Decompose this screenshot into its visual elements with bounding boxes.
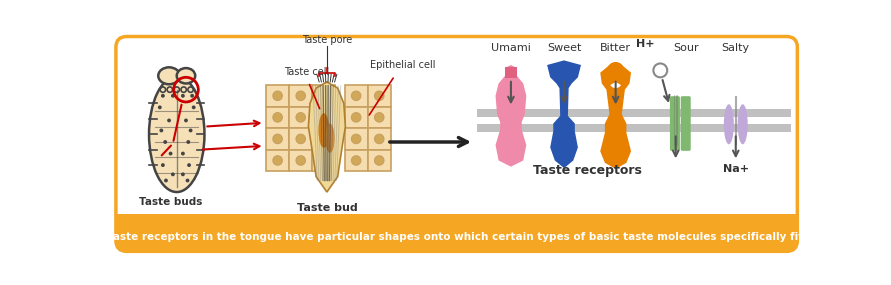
Circle shape (607, 62, 624, 79)
FancyBboxPatch shape (266, 128, 290, 150)
Text: Taste receptors: Taste receptors (533, 164, 642, 177)
FancyBboxPatch shape (290, 85, 312, 107)
Circle shape (296, 113, 306, 122)
Text: Salty: Salty (722, 43, 750, 54)
Circle shape (164, 179, 168, 182)
Circle shape (168, 119, 171, 122)
FancyBboxPatch shape (368, 150, 391, 171)
Circle shape (185, 179, 190, 182)
Circle shape (296, 134, 306, 144)
Circle shape (319, 91, 329, 101)
Ellipse shape (738, 104, 748, 144)
FancyBboxPatch shape (290, 128, 312, 150)
Text: Bitter: Bitter (601, 43, 631, 54)
FancyBboxPatch shape (116, 36, 797, 251)
Circle shape (186, 140, 190, 144)
FancyBboxPatch shape (368, 85, 391, 107)
Circle shape (273, 113, 282, 122)
Circle shape (168, 152, 173, 156)
Circle shape (181, 94, 184, 98)
FancyBboxPatch shape (345, 107, 368, 128)
Circle shape (189, 129, 192, 132)
FancyBboxPatch shape (266, 85, 290, 107)
Circle shape (161, 94, 165, 98)
Circle shape (653, 64, 667, 77)
Circle shape (192, 105, 196, 109)
Text: Sour: Sour (674, 43, 699, 54)
Circle shape (159, 129, 163, 132)
Circle shape (158, 105, 162, 109)
Text: Taste cell: Taste cell (284, 67, 330, 77)
Polygon shape (495, 65, 527, 167)
Bar (477, 124, 791, 132)
FancyBboxPatch shape (345, 128, 368, 150)
Ellipse shape (318, 113, 329, 148)
Bar (116, 214, 797, 228)
Text: Sweet: Sweet (547, 43, 581, 54)
Ellipse shape (325, 123, 335, 153)
Wedge shape (506, 73, 516, 78)
Circle shape (190, 94, 194, 98)
FancyBboxPatch shape (368, 128, 391, 150)
Circle shape (351, 156, 361, 165)
Circle shape (163, 140, 168, 144)
Circle shape (374, 91, 384, 101)
Polygon shape (308, 82, 346, 192)
Ellipse shape (723, 104, 734, 144)
Circle shape (273, 156, 282, 165)
Circle shape (351, 134, 361, 144)
FancyBboxPatch shape (681, 96, 691, 151)
Polygon shape (601, 62, 631, 169)
FancyBboxPatch shape (290, 107, 312, 128)
Circle shape (181, 152, 184, 156)
FancyBboxPatch shape (345, 150, 368, 171)
FancyBboxPatch shape (670, 96, 680, 151)
Circle shape (319, 156, 329, 165)
FancyBboxPatch shape (116, 217, 797, 251)
Text: Epithelial cell: Epithelial cell (370, 60, 435, 70)
Text: Umami: Umami (491, 43, 531, 54)
Ellipse shape (149, 77, 204, 192)
FancyBboxPatch shape (266, 150, 290, 171)
Circle shape (184, 119, 188, 122)
Text: Taste bud: Taste bud (297, 203, 357, 213)
FancyBboxPatch shape (290, 150, 312, 171)
Circle shape (319, 134, 329, 144)
Bar (505, 67, 517, 78)
Circle shape (273, 91, 282, 101)
Circle shape (351, 91, 361, 101)
Text: H+: H+ (635, 39, 654, 49)
Circle shape (161, 163, 165, 167)
FancyBboxPatch shape (312, 107, 335, 128)
Circle shape (296, 91, 306, 101)
Ellipse shape (176, 68, 195, 84)
Text: Taste pore: Taste pore (302, 35, 352, 45)
Circle shape (187, 163, 191, 167)
Circle shape (374, 113, 384, 122)
Circle shape (374, 134, 384, 144)
Bar (477, 109, 791, 117)
Circle shape (171, 94, 175, 98)
FancyBboxPatch shape (312, 85, 335, 107)
FancyBboxPatch shape (368, 107, 391, 128)
Circle shape (374, 156, 384, 165)
Polygon shape (547, 60, 581, 168)
Circle shape (319, 113, 329, 122)
FancyBboxPatch shape (312, 128, 335, 150)
Circle shape (181, 172, 184, 176)
Text: Na+: Na+ (723, 164, 748, 174)
Text: Taste buds: Taste buds (139, 198, 202, 207)
Circle shape (351, 113, 361, 122)
Circle shape (273, 134, 282, 144)
FancyBboxPatch shape (266, 107, 290, 128)
Circle shape (171, 172, 175, 176)
Polygon shape (556, 64, 572, 78)
FancyBboxPatch shape (345, 85, 368, 107)
Ellipse shape (159, 67, 180, 84)
Circle shape (296, 156, 306, 165)
Wedge shape (610, 82, 621, 88)
Text: Taste receptors in the tongue have particular shapes onto which certain types of: Taste receptors in the tongue have parti… (107, 233, 807, 243)
FancyBboxPatch shape (312, 150, 335, 171)
